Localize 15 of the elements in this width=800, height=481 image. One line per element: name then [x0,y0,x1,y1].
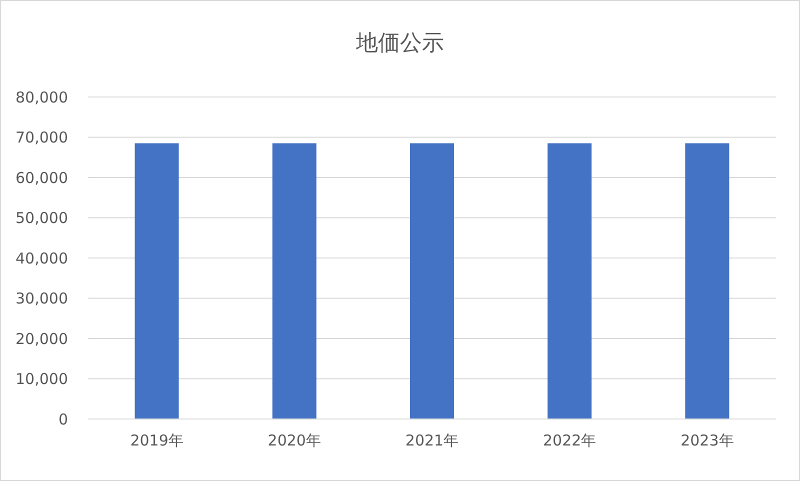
x-tick-label: 2019年 [130,432,184,450]
y-tick-label: 0 [58,410,68,428]
y-tick-label: 20,000 [16,330,68,348]
x-tick-label: 2021年 [405,432,459,450]
chart-title: 地価公示 [355,30,445,58]
y-tick-label: 60,000 [16,168,68,187]
y-tick-label: 50,000 [16,209,68,228]
x-tick-label: 2020年 [268,432,321,450]
y-tick-label: 40,000 [16,249,68,268]
x-tick-label: 2023年 [680,432,734,450]
y-tick-label: 10,000 [16,370,68,388]
y-tick-label: 30,000 [16,290,68,308]
y-tick-label: 80,000 [16,88,68,106]
y-tick-label: 70,000 [16,128,68,147]
x-tick-label: 2022年 [543,432,596,450]
